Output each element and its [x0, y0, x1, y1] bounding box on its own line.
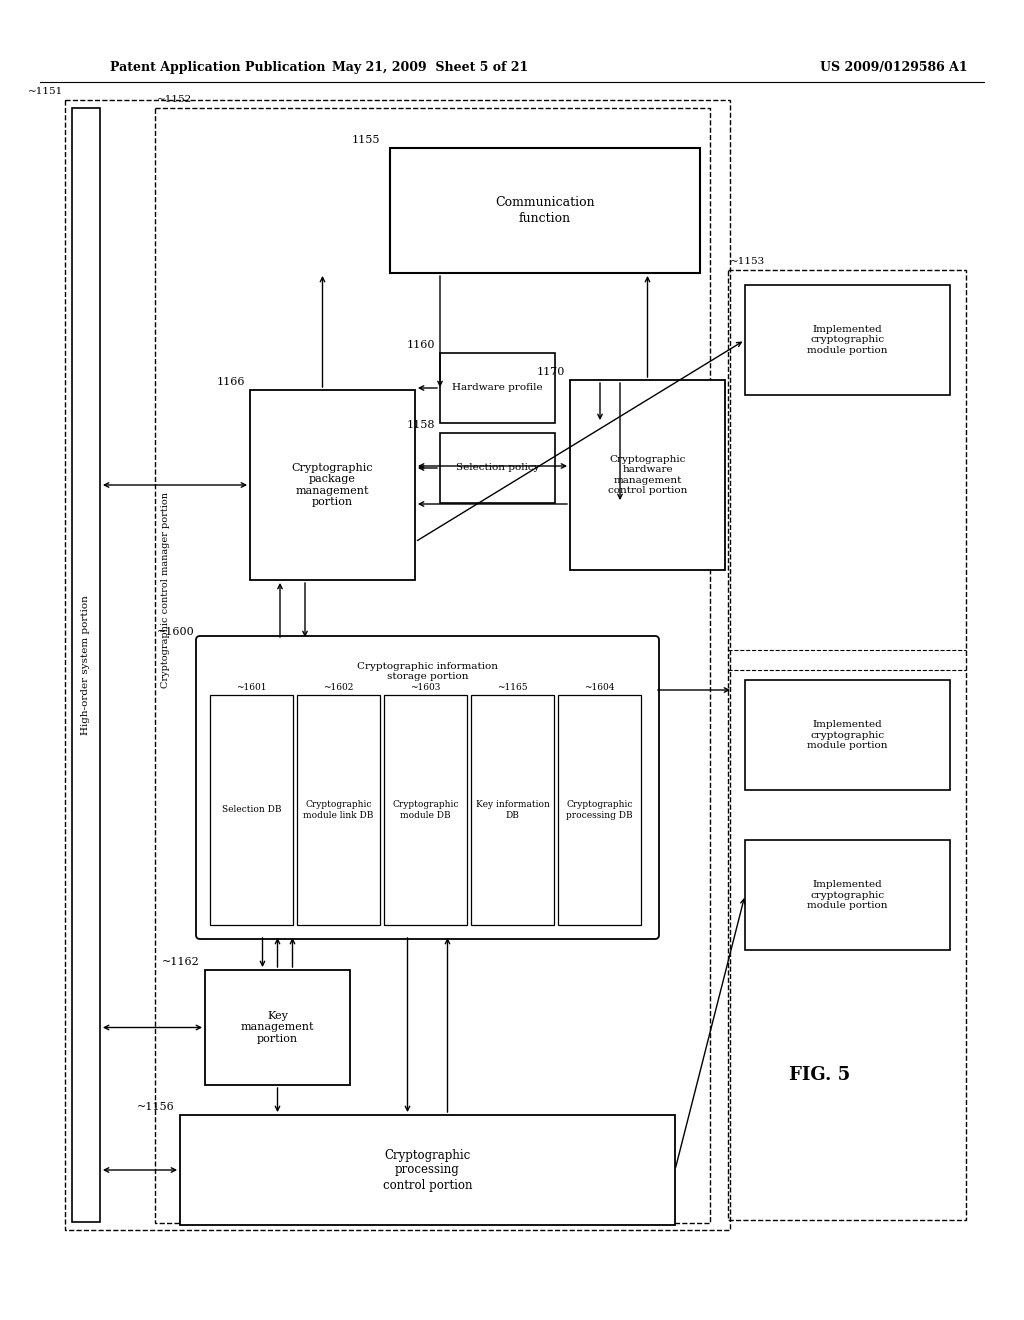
- Text: 1170: 1170: [537, 367, 565, 378]
- Text: ~1165: ~1165: [498, 682, 527, 692]
- Text: Cryptographic
hardware
management
control portion: Cryptographic hardware management contro…: [608, 455, 687, 495]
- Text: ~1603: ~1603: [411, 682, 440, 692]
- Text: Communication
function: Communication function: [496, 197, 595, 224]
- Bar: [155, 108, 710, 1224]
- Text: Key information
DB: Key information DB: [475, 800, 550, 820]
- Text: Implemented
cryptographic
module portion: Implemented cryptographic module portion: [807, 721, 888, 750]
- Text: Selection DB: Selection DB: [222, 805, 282, 814]
- Text: Cryptographic
module link DB: Cryptographic module link DB: [303, 800, 374, 820]
- Bar: [440, 352, 555, 422]
- Bar: [297, 696, 380, 925]
- Text: ~1153: ~1153: [730, 257, 765, 267]
- Bar: [180, 1115, 675, 1225]
- Bar: [558, 696, 641, 925]
- Text: Selection policy: Selection policy: [456, 463, 540, 473]
- Bar: [570, 380, 725, 570]
- Text: ~1151: ~1151: [28, 87, 63, 96]
- Bar: [205, 970, 350, 1085]
- Bar: [250, 389, 415, 579]
- Bar: [65, 100, 730, 1230]
- Text: ~1152: ~1152: [157, 95, 193, 104]
- Bar: [210, 696, 293, 925]
- Text: Cryptographic
processing DB: Cryptographic processing DB: [566, 800, 633, 820]
- Text: ~1162: ~1162: [162, 957, 200, 968]
- Text: 1160: 1160: [407, 341, 435, 350]
- Text: ~1604: ~1604: [585, 682, 614, 692]
- Text: ~1601: ~1601: [237, 682, 266, 692]
- Text: ~1600: ~1600: [158, 627, 195, 638]
- Text: 1158: 1158: [407, 420, 435, 430]
- Text: High-order system portion: High-order system portion: [82, 595, 90, 735]
- Text: Cryptographic
processing
control portion: Cryptographic processing control portion: [383, 1148, 472, 1192]
- Text: Cryptographic
package
management
portion: Cryptographic package management portion: [292, 462, 374, 507]
- Bar: [390, 148, 700, 273]
- Text: Cryptographic control manager portion: Cryptographic control manager portion: [161, 492, 170, 688]
- Text: ~1602: ~1602: [324, 682, 353, 692]
- Text: Cryptographic information
storage portion: Cryptographic information storage portio…: [357, 663, 498, 681]
- Text: Cryptographic
module DB: Cryptographic module DB: [392, 800, 459, 820]
- Text: Implemented
cryptographic
module portion: Implemented cryptographic module portion: [807, 325, 888, 355]
- Text: Patent Application Publication: Patent Application Publication: [110, 62, 326, 74]
- Bar: [440, 433, 555, 503]
- FancyBboxPatch shape: [196, 636, 659, 939]
- Bar: [745, 680, 950, 789]
- Text: FIG. 5: FIG. 5: [790, 1067, 851, 1084]
- Text: Key
management
portion: Key management portion: [241, 1011, 314, 1044]
- Bar: [745, 285, 950, 395]
- Bar: [728, 271, 966, 1220]
- Text: May 21, 2009  Sheet 5 of 21: May 21, 2009 Sheet 5 of 21: [332, 62, 528, 74]
- Text: US 2009/0129586 A1: US 2009/0129586 A1: [820, 62, 968, 74]
- Text: Implemented
cryptographic
module portion: Implemented cryptographic module portion: [807, 880, 888, 909]
- Bar: [745, 840, 950, 950]
- Bar: [384, 696, 467, 925]
- Bar: [72, 108, 100, 1222]
- Text: 1155: 1155: [351, 135, 380, 145]
- Bar: [471, 696, 554, 925]
- Text: Hardware profile: Hardware profile: [453, 384, 543, 392]
- Text: ~1156: ~1156: [137, 1102, 175, 1111]
- Text: 1166: 1166: [216, 378, 245, 387]
